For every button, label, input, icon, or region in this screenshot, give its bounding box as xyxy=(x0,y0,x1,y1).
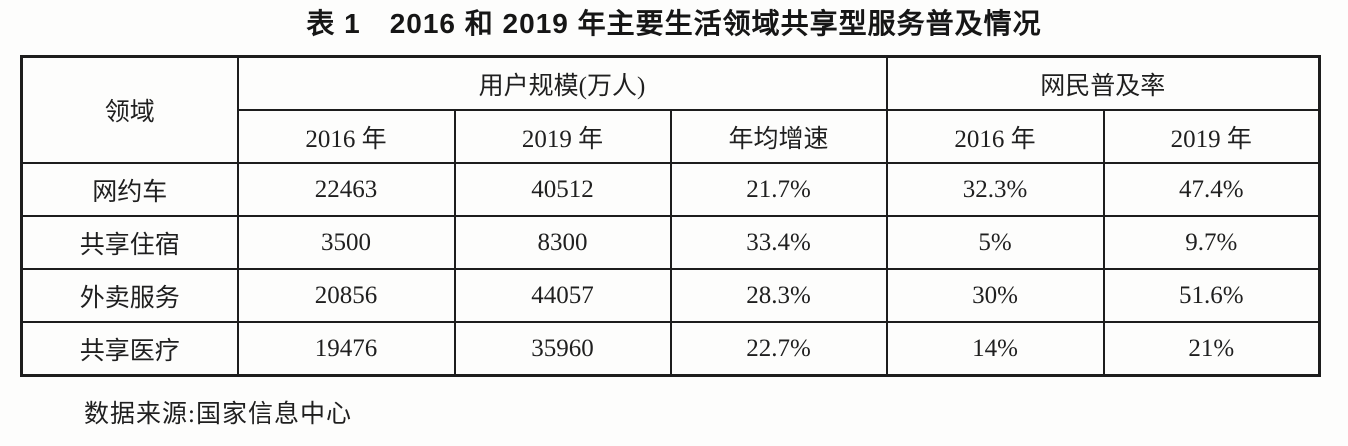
cell-penetration-2019: 21% xyxy=(1102,321,1321,377)
cell-annual-growth: 28.3% xyxy=(669,268,888,323)
cell-scale-2019: 8300 xyxy=(453,215,672,270)
cell-annual-growth: 21.7% xyxy=(669,162,888,217)
row-label: 共享医疗 xyxy=(20,321,239,377)
cell-scale-2019: 35960 xyxy=(453,321,672,377)
cell-scale-2016: 3500 xyxy=(236,215,456,270)
cell-penetration-2016: 14% xyxy=(885,321,1105,377)
subheader-annual-growth: 年均增速 xyxy=(669,109,888,164)
cell-scale-2019: 40512 xyxy=(453,162,672,217)
table-row-shared-accommodation: 共享住宿 3500 8300 33.4% 5% 9.7% xyxy=(20,215,1321,270)
subheader-scale-2019: 2019 年 xyxy=(453,109,672,164)
cell-penetration-2016: 30% xyxy=(885,268,1105,323)
header-row-years: 2016 年 2019 年 年均增速 2016 年 2019 年 xyxy=(22,109,1321,164)
cell-scale-2016: 19476 xyxy=(236,321,456,377)
data-source-note: 数据来源:国家信息中心 xyxy=(84,401,352,428)
table-caption: 表 1 2016 和 2019 年主要生活领域共享型服务普及情况 xyxy=(306,8,1042,39)
cell-penetration-2019: 47.4% xyxy=(1102,162,1321,217)
cell-scale-2019: 44057 xyxy=(453,268,672,323)
table-row-ride-hailing: 网约车 22463 40512 21.7% 32.3% 47.4% xyxy=(20,162,1321,217)
cell-penetration-2016: 32.3% xyxy=(885,162,1105,217)
row-label: 网约车 xyxy=(20,162,239,217)
table-row-shared-healthcare: 共享医疗 19476 35960 22.7% 14% 21% xyxy=(20,321,1321,377)
cell-penetration-2019: 9.7% xyxy=(1102,215,1321,270)
cell-scale-2016: 22463 xyxy=(236,162,456,217)
header-row-groups: 领域 用户规模(万人) 网民普及率 xyxy=(20,55,1321,164)
cell-penetration-2016: 5% xyxy=(885,215,1105,270)
table-row-food-delivery: 外卖服务 20856 44057 28.3% 30% 51.6% xyxy=(20,268,1321,323)
group-header-netizen-penetration: 网民普及率 xyxy=(885,55,1321,111)
cell-scale-2016: 20856 xyxy=(236,268,456,323)
subheader-scale-2016: 2016 年 xyxy=(236,109,456,164)
group-header-user-scale: 用户规模(万人) xyxy=(236,55,888,111)
cell-annual-growth: 33.4% xyxy=(669,215,888,270)
subheader-penetration-2019: 2019 年 xyxy=(1102,109,1321,164)
corner-header-field: 领域 xyxy=(20,55,239,164)
row-label: 共享住宿 xyxy=(20,215,239,270)
cell-penetration-2019: 51.6% xyxy=(1102,268,1321,323)
row-label: 外卖服务 xyxy=(20,268,239,323)
subheader-penetration-2016: 2016 年 xyxy=(885,109,1105,164)
sharing-services-table: 领域 用户规模(万人) 网民普及率 2016 年 2019 年 年均增速 201… xyxy=(20,55,1322,377)
cell-annual-growth: 22.7% xyxy=(669,321,888,377)
